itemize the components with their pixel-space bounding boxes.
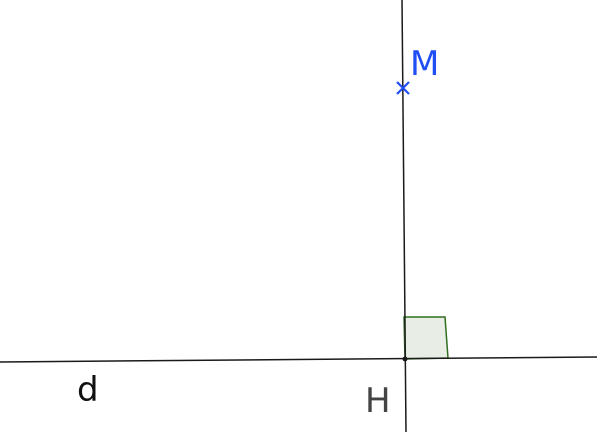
right-angle-marker <box>403 316 449 360</box>
line-d-label: d <box>77 370 99 410</box>
point-m-label: M <box>410 44 439 84</box>
foot-point-h <box>402 356 408 362</box>
point-m-cross <box>396 81 410 95</box>
line-d <box>0 356 597 363</box>
perpendicular-line <box>401 0 407 432</box>
foot-h-label: H <box>365 381 391 421</box>
